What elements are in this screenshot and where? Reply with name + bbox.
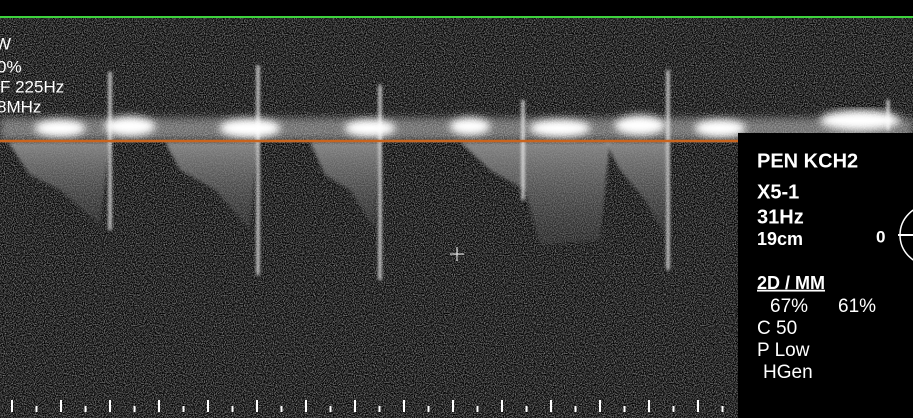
overlay-text: 0% bbox=[0, 57, 22, 76]
transducer: X5-1 bbox=[757, 181, 799, 203]
gain-mm: 61% bbox=[838, 296, 876, 317]
doppler-screen: W 0% F 225Hz 8MHz PEN KCH2 X5-1 31Hz 19c… bbox=[0, 0, 913, 418]
overlay-text: W bbox=[0, 34, 11, 53]
scale-zero: 0 bbox=[876, 227, 885, 246]
mode: 2D / MM bbox=[757, 273, 825, 293]
overlay-text: F 225Hz bbox=[0, 77, 64, 96]
frame-rate: 31Hz bbox=[757, 206, 804, 228]
power: P Low bbox=[757, 340, 810, 361]
depth: 19cm bbox=[757, 229, 803, 249]
overlay-text: 8MHz bbox=[0, 97, 41, 116]
compression: C 50 bbox=[757, 318, 797, 339]
frequency: HGen bbox=[763, 362, 813, 383]
gain-2d: 67% bbox=[770, 296, 808, 317]
probe: PEN KCH2 bbox=[757, 150, 858, 172]
